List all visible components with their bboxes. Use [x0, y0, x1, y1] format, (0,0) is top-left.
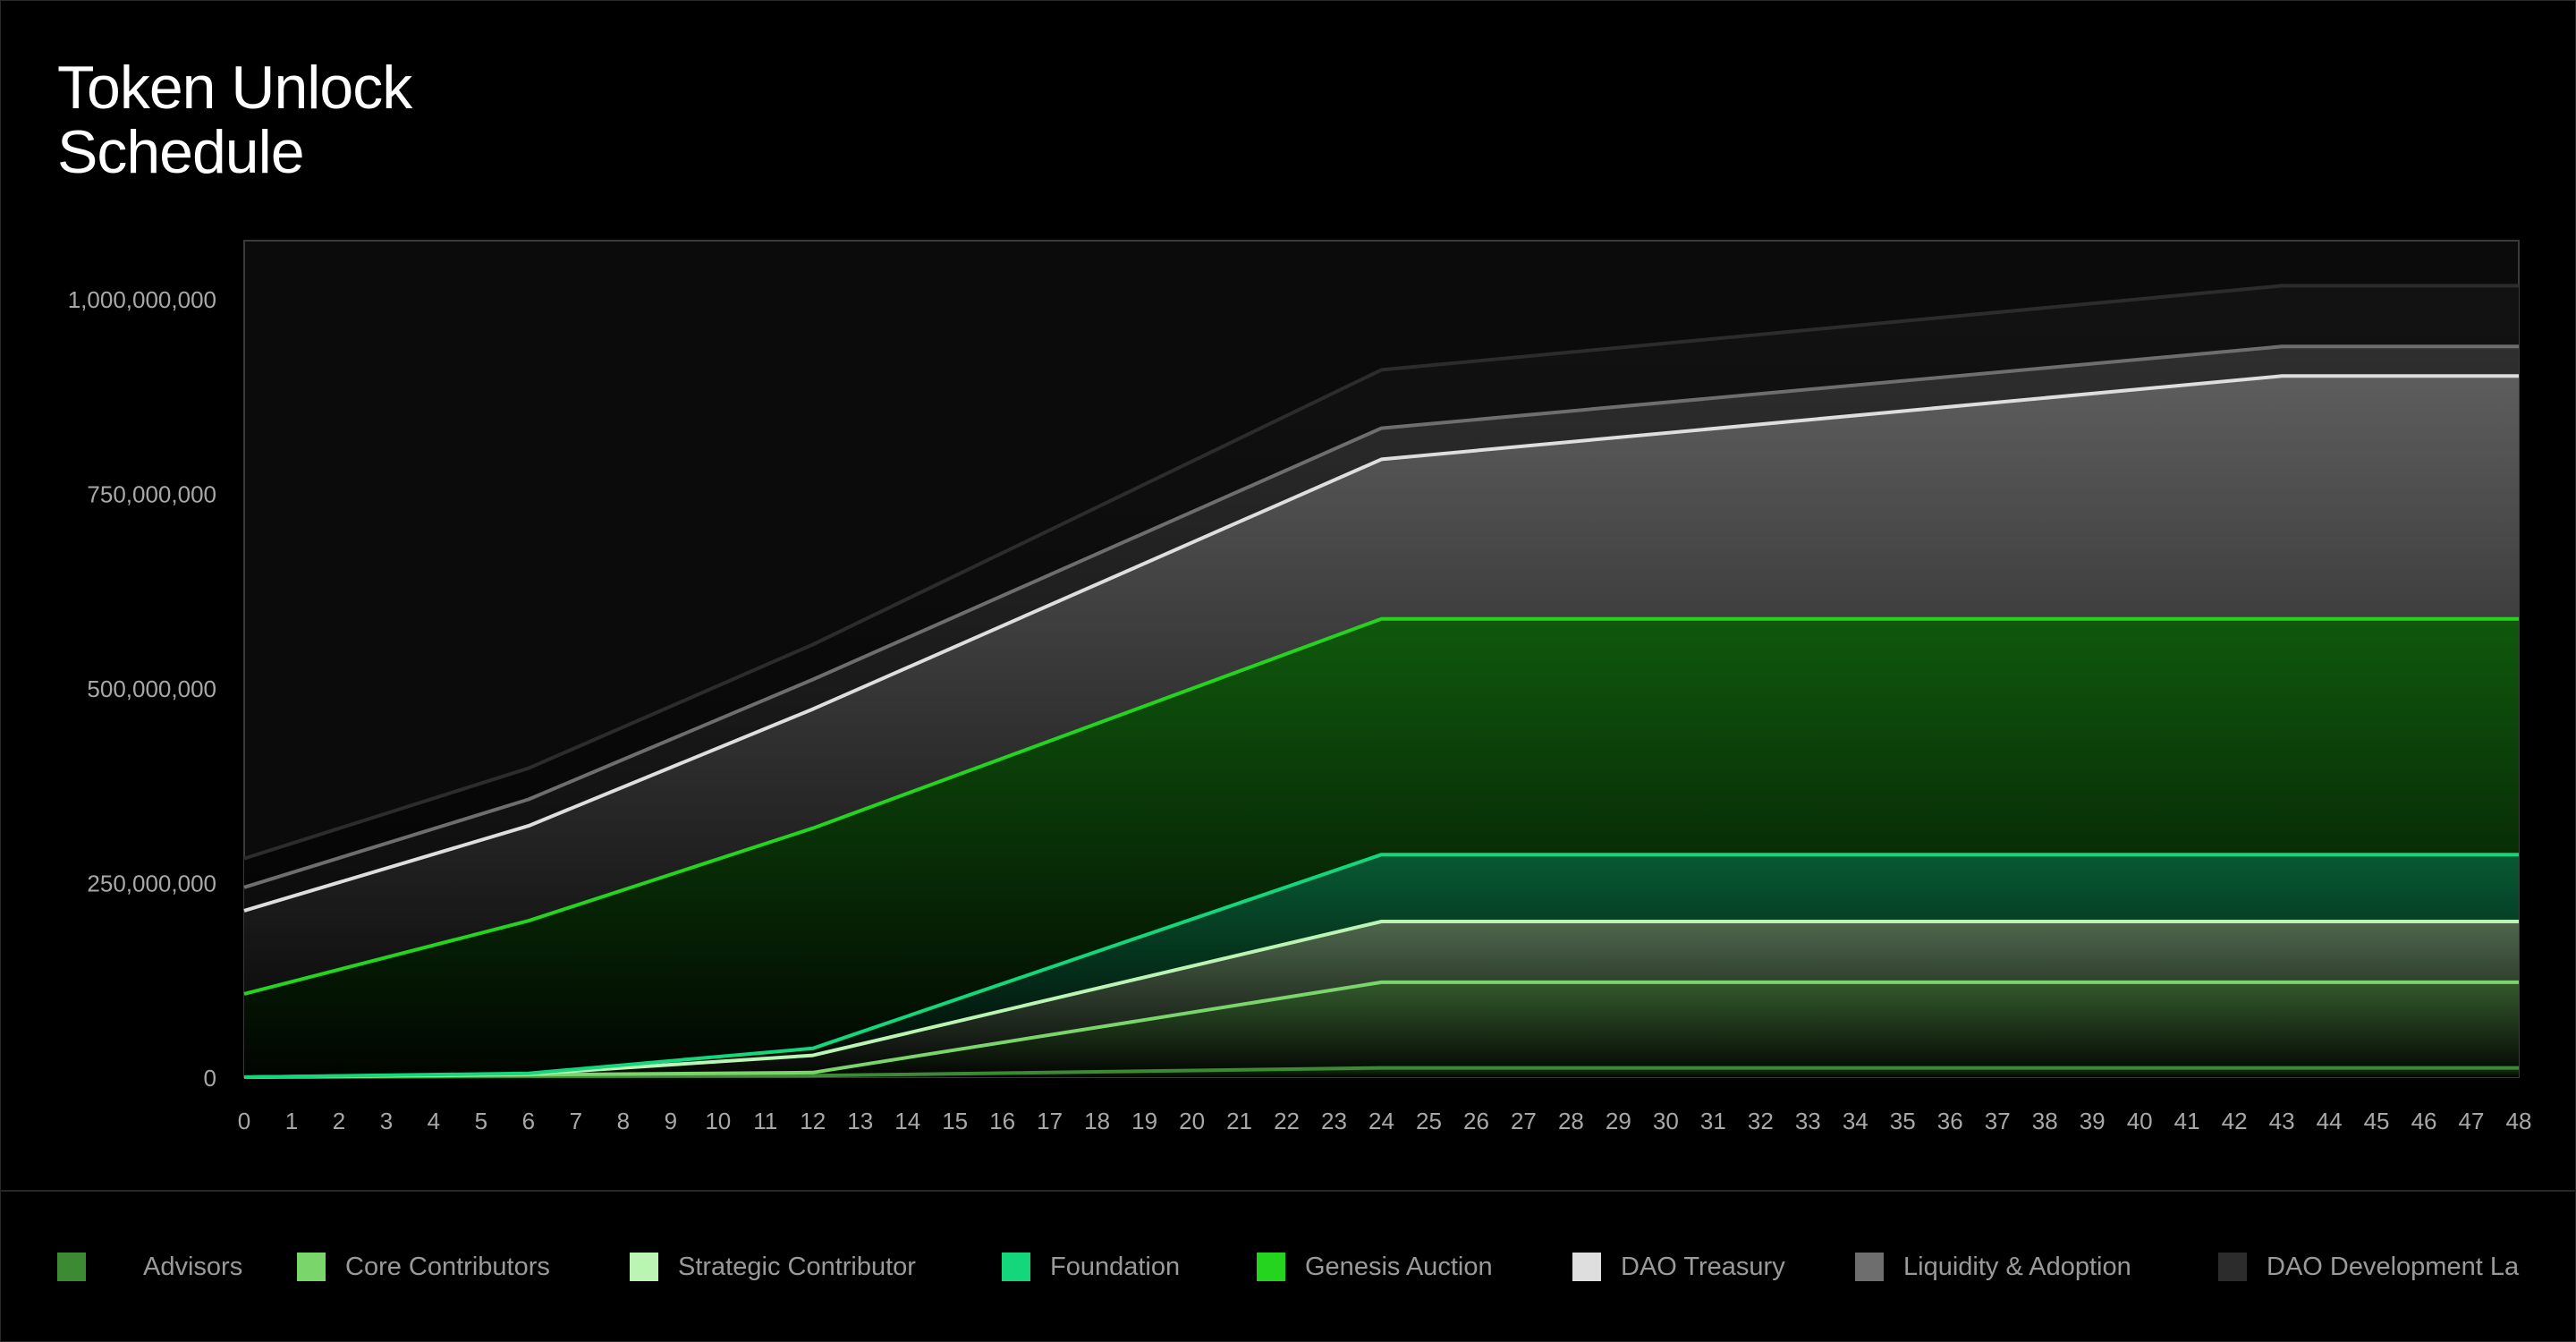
x-tick-label: 9	[665, 1108, 677, 1134]
x-tick-label: 29	[1606, 1108, 1631, 1134]
x-tick-label: 24	[1368, 1108, 1394, 1134]
x-tick-label: 1	[285, 1108, 298, 1134]
x-tick-label: 31	[1700, 1108, 1726, 1134]
legend-clip: DAO Development La	[2218, 1192, 2522, 1340]
legend: Advisors Core Contributors Strategic Con…	[0, 1192, 2576, 1340]
line-liquidity-adoption	[243, 344, 2519, 889]
legend-label-dao-development-labs: DAO Development La	[2267, 1252, 2520, 1281]
x-tick-label: 17	[1037, 1108, 1063, 1134]
x-tick-label: 38	[2032, 1108, 2058, 1134]
x-tick-label: 25	[1416, 1108, 1442, 1134]
legend-swatch-liquidity-adoption	[1855, 1253, 1884, 1281]
x-tick-label: 42	[2222, 1108, 2248, 1134]
legend-label-foundation: Foundation	[1050, 1252, 1181, 1281]
x-tick-label: 7	[570, 1108, 582, 1134]
legend-label-strategic-contributor: Strategic Contributor	[678, 1252, 916, 1281]
legend-item-foundation[interactable]: Foundation	[1002, 1251, 1180, 1283]
legend-label-advisors: Advisors	[143, 1252, 243, 1281]
line-dao-treasury	[243, 374, 2519, 913]
x-tick-label: 48	[2506, 1108, 2532, 1134]
x-axis: 0 1 2 3 4 5 6 7 8 9 10 11 12 13 14 15 16 17 18 19 20 21 22 23 24…	[238, 1108, 2532, 1134]
y-tick-label: 0	[204, 1065, 216, 1091]
legend-item-core-contributors[interactable]: Core Contributors	[297, 1251, 550, 1283]
x-tick-label: 39	[2080, 1108, 2106, 1134]
x-tick-label: 33	[1795, 1108, 1821, 1134]
x-tick-label: 4	[428, 1108, 440, 1134]
area-core-contributors	[244, 981, 2519, 1077]
legend-item-dao-development-labs[interactable]: DAO Development La	[2218, 1251, 2519, 1283]
x-tick-label: 18	[1084, 1108, 1110, 1134]
legend-swatch-dao-treasury	[1572, 1253, 1601, 1281]
x-tick-label: 0	[238, 1108, 250, 1134]
legend-label-genesis-auction: Genesis Auction	[1305, 1252, 1493, 1281]
legend-swatch-genesis-auction	[1257, 1253, 1285, 1281]
y-tick-label: 1,000,000,000	[68, 286, 216, 313]
area-layer	[244, 285, 2519, 1077]
legend-divider	[0, 1190, 2576, 1192]
x-tick-label: 34	[1843, 1108, 1868, 1134]
x-tick-label: 40	[2127, 1108, 2153, 1134]
y-tick-label: 500,000,000	[87, 675, 216, 702]
x-tick-label: 5	[475, 1108, 487, 1134]
line-genesis-auction	[243, 616, 2519, 996]
x-tick-label: 26	[1463, 1108, 1489, 1134]
legend-item-dao-treasury[interactable]: DAO Treasury	[1572, 1251, 1785, 1283]
x-tick-label: 32	[1748, 1108, 1774, 1134]
x-tick-label: 2	[333, 1108, 345, 1134]
page-title: Token Unlock Schedule	[57, 54, 412, 186]
token-unlock-chart: 0 250,000,000 500,000,000 750,000,000 1,000,…	[68, 240, 2532, 1134]
x-tick-label: 35	[1890, 1108, 1916, 1134]
x-tick-label: 14	[894, 1108, 920, 1134]
x-tick-label: 45	[2364, 1108, 2390, 1134]
legend-item-genesis-auction[interactable]: Genesis Auction	[1257, 1251, 1493, 1283]
y-axis: 0 250,000,000 500,000,000 750,000,000 1,000,…	[68, 286, 216, 1091]
x-tick-label: 28	[1558, 1108, 1584, 1134]
line-dao-development-labs	[243, 284, 2519, 861]
legend-item-strategic-contributor[interactable]: Strategic Contributor	[630, 1251, 916, 1283]
y-tick-label: 250,000,000	[87, 871, 216, 897]
x-tick-label: 3	[380, 1108, 393, 1134]
x-tick-label: 19	[1131, 1108, 1157, 1134]
x-tick-label: 20	[1179, 1108, 1205, 1134]
x-tick-label: 16	[989, 1108, 1015, 1134]
x-tick-label: 23	[1321, 1108, 1347, 1134]
x-tick-label: 43	[2269, 1108, 2295, 1134]
legend-swatch-core-contributors	[297, 1253, 326, 1281]
x-tick-label: 44	[2317, 1108, 2343, 1134]
x-tick-label: 8	[617, 1108, 630, 1134]
legend-label-dao-treasury: DAO Treasury	[1621, 1252, 1785, 1281]
y-tick-label: 750,000,000	[87, 481, 216, 508]
x-tick-label: 21	[1226, 1108, 1252, 1134]
x-tick-label: 27	[1511, 1108, 1537, 1134]
x-tick-label: 12	[800, 1108, 826, 1134]
legend-item-advisors[interactable]: Advisors	[57, 1251, 242, 1283]
x-tick-label: 47	[2459, 1108, 2485, 1134]
legend-swatch-strategic-contributor	[630, 1253, 658, 1281]
line-layer	[243, 284, 2519, 1079]
legend-item-liquidity-adoption[interactable]: Liquidity & Adoption	[1855, 1251, 2131, 1283]
x-tick-label: 22	[1274, 1108, 1300, 1134]
x-tick-label: 46	[2411, 1108, 2437, 1134]
page-title-line-1: Token Unlock	[57, 54, 412, 122]
legend-swatch-foundation	[1002, 1253, 1030, 1281]
page-title-line-2: Schedule	[57, 118, 305, 186]
legend-label-liquidity-adoption: Liquidity & Adoption	[1903, 1252, 2131, 1281]
legend-label-core-contributors: Core Contributors	[345, 1252, 550, 1281]
x-tick-label: 36	[1937, 1108, 1963, 1134]
x-tick-label: 37	[1985, 1108, 2011, 1134]
x-tick-label: 11	[753, 1108, 777, 1134]
x-tick-label: 6	[522, 1108, 535, 1134]
legend-swatch-advisors	[57, 1253, 86, 1281]
x-tick-label: 41	[2174, 1108, 2200, 1134]
legend-swatch-dao-development-labs	[2218, 1253, 2247, 1281]
x-tick-label: 15	[942, 1108, 968, 1134]
x-tick-label: 10	[705, 1108, 731, 1134]
x-tick-label: 30	[1653, 1108, 1679, 1134]
x-tick-label: 13	[847, 1108, 873, 1134]
area-advisors	[244, 1067, 2519, 1077]
line-foundation	[243, 853, 2519, 1079]
